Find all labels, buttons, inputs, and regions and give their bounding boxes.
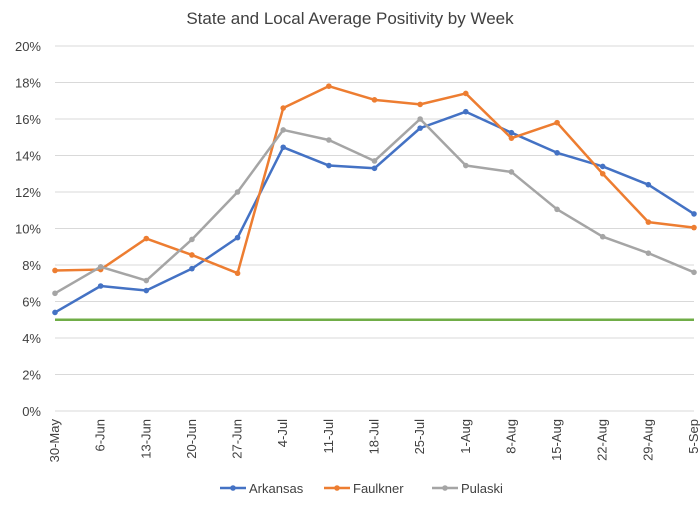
data-point-arkansas — [143, 287, 150, 294]
data-point-pulaski — [189, 236, 195, 243]
x-tick-label: 29-Aug — [640, 419, 655, 461]
data-point-pulaski — [417, 116, 423, 122]
legend-marker-arkansas — [230, 485, 236, 491]
data-point-faulkner — [554, 119, 560, 126]
x-tick-label: 4-Jul — [275, 419, 290, 447]
data-point-faulkner — [599, 170, 606, 177]
y-tick-label: 8% — [22, 258, 41, 273]
y-tick-label: 2% — [22, 368, 41, 383]
data-point-faulkner — [189, 252, 195, 258]
x-tick-label: 11-Jul — [321, 419, 336, 454]
data-point-pulaski — [508, 169, 515, 175]
y-tick-label: 18% — [15, 76, 41, 91]
legend-label-pulaski: Pulaski — [461, 481, 503, 496]
data-point-arkansas — [645, 181, 652, 188]
x-tick-label: 25-Jul — [412, 419, 427, 455]
series-line-pulaski — [54, 117, 695, 295]
x-tick-label: 1-Aug — [458, 419, 473, 454]
data-point-pulaski — [234, 189, 241, 195]
series-lines — [52, 83, 697, 316]
x-tick-label: 8-Aug — [503, 419, 518, 454]
data-point-pulaski — [645, 250, 652, 256]
data-point-arkansas — [371, 165, 378, 172]
data-point-faulkner — [417, 101, 423, 108]
data-point-pulaski — [691, 269, 697, 276]
data-point-arkansas — [234, 234, 241, 241]
data-point-faulkner — [234, 270, 241, 277]
data-point-faulkner — [508, 135, 515, 141]
data-point-pulaski — [554, 206, 560, 213]
data-point-faulkner — [52, 267, 58, 274]
data-point-arkansas — [280, 144, 287, 151]
chart-title: State and Local Average Positivity by We… — [186, 9, 514, 28]
data-point-faulkner — [326, 83, 332, 89]
y-tick-label: 0% — [22, 404, 41, 419]
y-tick-label: 16% — [15, 112, 41, 127]
gridlines — [55, 45, 694, 412]
series-line-arkansas — [54, 110, 695, 314]
legend: Arkansas Faulkner Pulaski — [220, 481, 503, 496]
data-point-pulaski — [599, 233, 606, 240]
data-point-arkansas — [97, 283, 104, 289]
x-tick-label: 6-Jun — [93, 419, 108, 452]
data-point-faulkner — [462, 90, 469, 97]
x-tick-label: 15-Aug — [549, 419, 564, 461]
y-tick-label: 10% — [15, 222, 41, 237]
data-point-pulaski — [97, 264, 104, 270]
data-point-arkansas — [599, 163, 606, 170]
data-point-arkansas — [462, 108, 469, 115]
legend-marker-pulaski — [442, 485, 448, 491]
y-axis-ticks: 0% 2% 4% 6% 8% 10% 12% 14% 16% 18% 20% — [15, 39, 41, 419]
data-point-arkansas — [508, 129, 515, 136]
data-point-arkansas — [554, 149, 560, 156]
y-tick-label: 14% — [15, 149, 41, 164]
data-point-faulkner — [691, 224, 697, 231]
legend-label-arkansas: Arkansas — [249, 481, 304, 496]
x-tick-label: 22-Aug — [595, 419, 610, 461]
y-tick-label: 12% — [15, 185, 41, 200]
x-tick-label: 30-May — [47, 419, 62, 463]
x-tick-label: 27-Jun — [230, 419, 245, 459]
data-point-arkansas — [52, 309, 58, 316]
data-point-pulaski — [280, 127, 287, 133]
data-point-arkansas — [691, 211, 697, 217]
data-point-arkansas — [417, 125, 423, 131]
data-point-pulaski — [462, 162, 469, 169]
data-point-pulaski — [326, 137, 332, 143]
data-point-pulaski — [143, 277, 150, 284]
data-point-pulaski — [371, 158, 378, 164]
x-tick-label: 20-Jun — [184, 419, 199, 459]
y-tick-label: 6% — [22, 295, 41, 310]
data-point-arkansas — [189, 265, 195, 272]
data-point-pulaski — [52, 290, 58, 297]
data-point-faulkner — [280, 105, 287, 111]
data-point-arkansas — [326, 162, 332, 169]
y-tick-label: 4% — [22, 331, 41, 346]
data-point-faulkner — [371, 97, 378, 103]
x-axis-ticks: 30-May 6-Jun 13-Jun 20-Jun 27-Jun 4-Jul 11-Jul… — [47, 419, 700, 463]
data-point-faulkner — [143, 235, 150, 242]
data-point-faulkner — [645, 219, 652, 225]
x-tick-label: 5-Sep — [686, 419, 700, 454]
legend-marker-faulkner — [334, 485, 340, 491]
series-line-faulkner — [54, 84, 695, 275]
x-tick-label: 18-Jul — [367, 419, 382, 455]
x-tick-label: 13-Jun — [138, 419, 153, 459]
legend-label-faulkner: Faulkner — [353, 481, 404, 496]
y-tick-label: 20% — [15, 39, 41, 54]
